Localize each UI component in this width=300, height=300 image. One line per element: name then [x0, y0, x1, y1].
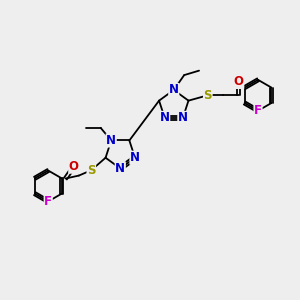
Text: S: S	[87, 164, 96, 177]
Text: F: F	[254, 104, 262, 117]
Text: N: N	[160, 111, 170, 124]
Text: F: F	[44, 195, 52, 208]
Text: N: N	[130, 151, 140, 164]
Text: N: N	[178, 111, 188, 124]
Text: S: S	[203, 89, 212, 102]
Text: N: N	[169, 83, 179, 97]
Text: O: O	[234, 75, 244, 88]
Text: N: N	[115, 162, 125, 175]
Text: N: N	[106, 134, 116, 147]
Text: O: O	[69, 160, 79, 173]
